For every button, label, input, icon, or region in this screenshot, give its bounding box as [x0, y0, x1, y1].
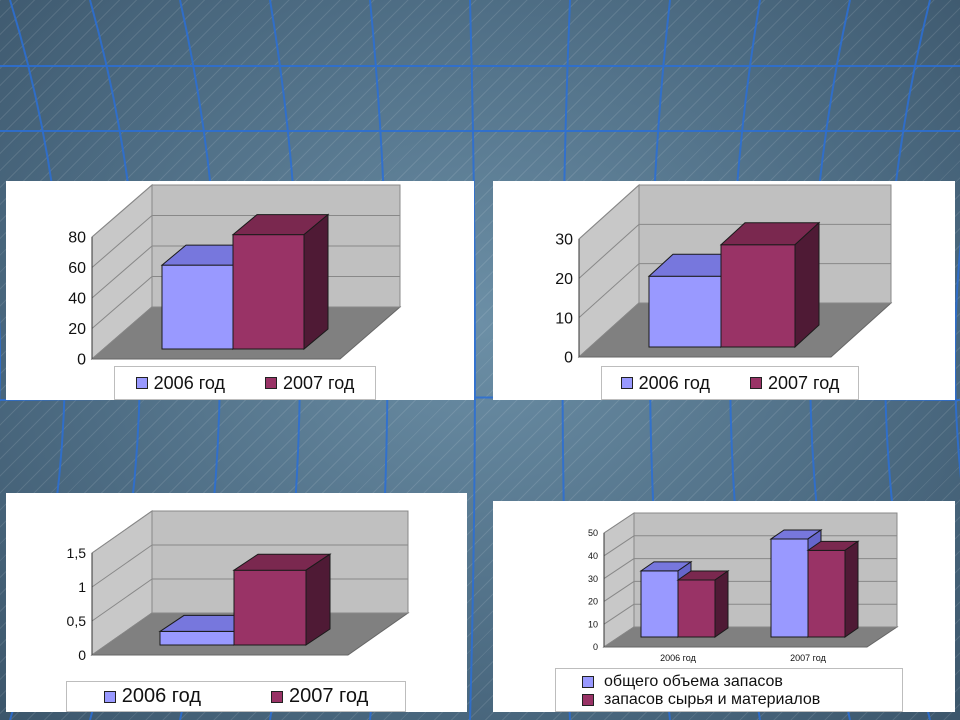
chart-1: 0 20 40 60 80: [68, 183, 402, 369]
legend-item-total-stocks: общего объема запасов: [582, 673, 902, 691]
chart-4-y-axis: 0 10 20 30 40 50: [588, 528, 605, 652]
y-tick-label: 20: [555, 271, 573, 288]
y-tick-label: 10: [588, 619, 598, 629]
chart-1-legend: 2006 год 2007 год: [114, 366, 376, 400]
legend-item-2007: 2007 год: [750, 373, 839, 394]
grid-line-side: [91, 184, 153, 238]
grid-line-side: [91, 215, 153, 268]
chart-panel-2: 0 10 20 30 2006 год 2007 год: [493, 181, 955, 400]
y-tick-label: 30: [588, 574, 598, 584]
legend-item-2006: 2006 год: [620, 372, 710, 394]
y-tick-label: 50: [588, 528, 598, 538]
grid-line-side: [578, 302, 640, 358]
y-tick-label: 0: [77, 352, 86, 369]
legend-item-2007: 2007 год: [271, 685, 368, 708]
y-tick-label: 0,5: [67, 613, 87, 629]
bar-series-2-cat-1: [231, 213, 330, 351]
grid-line-side: [91, 544, 153, 588]
y-tick-label: 80: [68, 230, 86, 247]
chart-3-bars: [158, 553, 332, 646]
chart-4-legend: общего объема запасов запасов сырья и ма…: [555, 668, 903, 712]
bar-series-2-cat-1: [676, 570, 730, 638]
y-tick-label: 20: [68, 321, 86, 338]
grid-line-side: [578, 263, 640, 319]
y-tick-label: 10: [555, 310, 573, 327]
chart-1-gridlines: [91, 184, 400, 360]
chart-panel-4: 0 10 20 30 40 50 2006 год 2007 год общего объе…: [493, 501, 955, 712]
legend-label-2006: 2006 год: [121, 685, 201, 707]
y-tick-label: 20: [588, 597, 598, 607]
legend-swatch-total-stocks: [582, 676, 594, 688]
y-tick-label: 1,5: [67, 545, 87, 561]
chart-4-side-wall: [603, 512, 635, 648]
grid-line-side: [603, 558, 635, 580]
chart-2-legend: 2006 год 2007 год: [601, 366, 859, 400]
legend-swatch-2006: [103, 690, 116, 703]
grid-line-side: [91, 510, 153, 554]
y-tick-label: 0: [78, 647, 86, 663]
x-tick-label: 2006 год: [660, 653, 696, 663]
legend-item-raw-materials: запасов сырья и материалов: [582, 691, 902, 709]
chart-panel-3: 0 0,5 1 1,5 2006 год 2007 год: [6, 493, 467, 712]
chart-2-y-axis: 0 10 20 30: [555, 232, 580, 367]
chart-panel-1: 0 20 40 60 80 2006 год 2007 год: [6, 181, 474, 400]
grid-line-side: [91, 612, 153, 656]
grid-line-side: [91, 245, 153, 299]
y-tick-label: 60: [68, 260, 86, 277]
legend-label-raw-materials: запасов сырья и материалов: [604, 691, 821, 708]
legend-swatch-2006: [620, 377, 633, 389]
y-tick-label: 40: [68, 291, 86, 308]
chart-2: 0 10 20 30: [555, 183, 893, 367]
legend-swatch-2007: [271, 690, 283, 703]
legend-label-2007: 2007 год: [289, 685, 369, 707]
chart-3-legend: 2006 год 2007 год: [66, 681, 406, 712]
chart-4-x-axis: 2006 год 2007 год: [660, 653, 826, 663]
y-tick-label: 1: [78, 579, 86, 595]
chart-1-bars: [160, 213, 330, 351]
grid-line-side: [603, 603, 635, 625]
legend-label-total-stocks: общего объема запасов: [604, 673, 783, 690]
chart-3-y-axis: 0 0,5 1 1,5: [67, 545, 93, 663]
grid-line-side: [578, 184, 640, 240]
legend-item-2007: 2007 год: [265, 373, 354, 394]
legend-label-2007: 2007 год: [283, 372, 355, 393]
bar-series-2-cat-1: [232, 553, 332, 646]
grid-line-side: [91, 306, 153, 360]
legend-swatch-2007: [265, 377, 277, 389]
legend-item-2006: 2006 год: [135, 372, 225, 394]
bar-series-2-cat-2: [806, 540, 860, 638]
grid-line-side: [603, 580, 635, 602]
y-tick-label: 0: [593, 642, 598, 652]
legend-item-2006: 2006 год: [103, 685, 201, 708]
grid-line-side: [603, 535, 635, 557]
legend-label-2006: 2006 год: [153, 372, 225, 393]
legend-label-2006: 2006 год: [638, 372, 710, 393]
legend-swatch-raw-materials: [582, 694, 594, 706]
grid-line-side: [91, 276, 153, 329]
legend-swatch-2006: [135, 377, 148, 389]
y-tick-label: 0: [564, 350, 573, 367]
grid-line-side: [603, 626, 635, 648]
chart-3: 0 0,5 1 1,5: [67, 510, 410, 663]
bar-series-2-cat-1: [719, 221, 821, 349]
y-tick-label: 40: [588, 551, 598, 561]
legend-swatch-2007: [750, 377, 762, 389]
legend-label-2007: 2007 год: [768, 372, 840, 393]
chart-4: 0 10 20 30 40 50 2006 год 2007 год: [588, 512, 899, 663]
x-tick-label: 2007 год: [790, 653, 826, 663]
chart-4-bars: [639, 529, 860, 638]
grid-line-side: [603, 512, 635, 534]
grid-line-side: [91, 578, 153, 622]
chart-1-y-axis: 0 20 40 60 80: [68, 230, 93, 369]
chart-2-bars: [647, 221, 821, 349]
grid-line-side: [578, 223, 640, 279]
y-tick-label: 30: [555, 232, 573, 249]
